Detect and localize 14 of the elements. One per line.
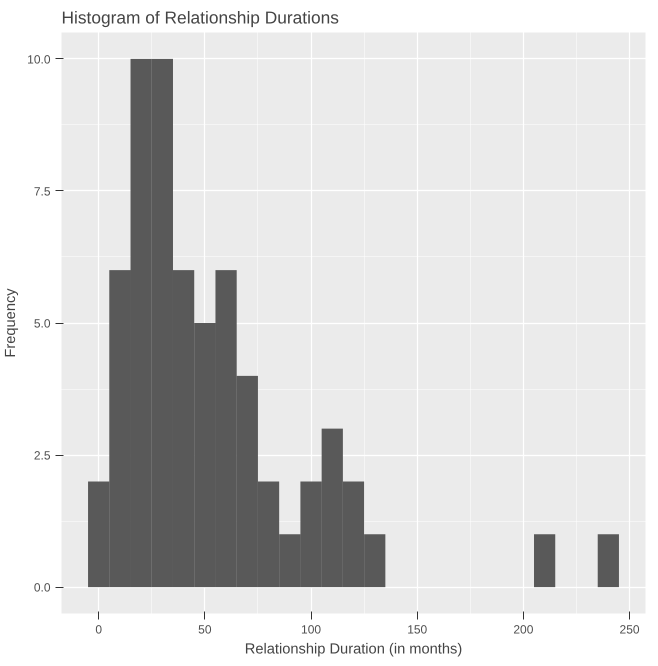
x-tick-label: 50	[198, 622, 212, 636]
y-tick-label: 10.0	[27, 52, 51, 66]
x-tick-label: 200	[513, 622, 534, 636]
x-tick-label: 150	[407, 622, 428, 636]
chart-title: Histogram of Relationship Durations	[62, 8, 340, 28]
y-tick-label: 5.0	[34, 316, 51, 330]
x-tick-label: 0	[95, 622, 102, 636]
y-axis-title: Frequency	[3, 288, 20, 358]
y-tick-label: 7.5	[34, 184, 51, 198]
y-tick-label: 0.0	[34, 580, 51, 595]
x-axis-title: Relationship Duration (in months)	[244, 642, 462, 658]
x-tick-label: 100	[301, 622, 322, 636]
x-tick-label: 250	[620, 622, 640, 636]
y-tick-label: 2.5	[34, 448, 51, 463]
